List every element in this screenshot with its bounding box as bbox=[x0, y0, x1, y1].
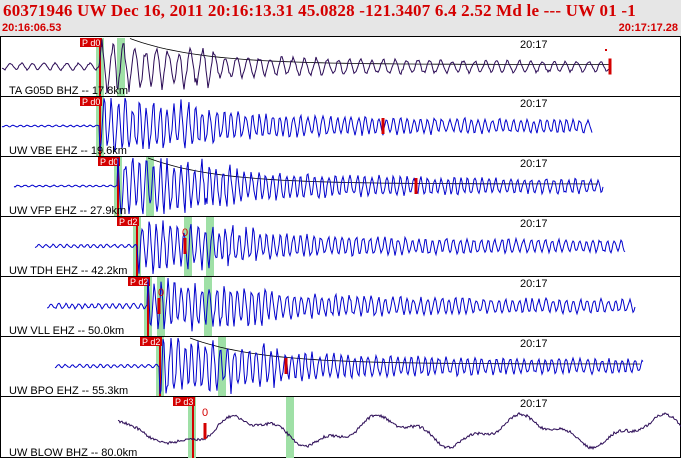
event-header: 60371946 UW Dec 16, 2011 20:16:13.31 45.… bbox=[0, 0, 681, 36]
analysis-window bbox=[184, 217, 192, 276]
waveform-trace bbox=[46, 277, 636, 332]
p-pick-flag bbox=[173, 397, 195, 406]
waveform-trace bbox=[1, 97, 593, 153]
analysis-window bbox=[206, 217, 214, 276]
time-tick-label: 20:17 bbox=[520, 278, 548, 290]
station-label: UW BLOW BHZ -- 80.0km bbox=[9, 447, 137, 458]
station-label: UW BPO EHZ -- 55.3km bbox=[9, 385, 128, 397]
station-label: UW VFP EHZ -- 27.9km bbox=[9, 205, 126, 217]
time-tick-label: 20:17 bbox=[520, 98, 548, 110]
p-pick-flag bbox=[98, 157, 120, 166]
waveform-trace bbox=[1, 39, 611, 94]
p-pick-flag bbox=[80, 38, 102, 47]
waveform-trace bbox=[54, 337, 644, 395]
p-pick-flag bbox=[80, 97, 102, 106]
zero-marker: 0 bbox=[158, 287, 164, 299]
time-tick-label: 20:17 bbox=[520, 158, 548, 170]
event-title: 60371946 UW Dec 16, 2011 20:16:13.31 45.… bbox=[3, 1, 636, 20]
p-pick-label: P d3 bbox=[175, 397, 193, 407]
station-label: TA G05D BHZ -- 17.8km bbox=[9, 85, 128, 97]
p-pick-label: P d0 bbox=[82, 38, 100, 48]
station-label: UW VBE EHZ -- 19.6km bbox=[9, 145, 127, 157]
time-tick-label: 20:17 bbox=[520, 39, 548, 51]
waveform-trace bbox=[117, 412, 681, 450]
analysis-window bbox=[204, 277, 212, 336]
station-label: UW TDH EHZ -- 42.2km bbox=[9, 265, 127, 277]
window-end-time: 20:17:17.28 bbox=[618, 22, 678, 34]
p-pick-label: P d2 bbox=[119, 217, 137, 227]
analysis-window bbox=[146, 157, 154, 216]
p-pick-flag bbox=[140, 337, 162, 346]
station-label: UW VLL EHZ -- 50.0km bbox=[9, 325, 124, 337]
p-pick-label: P d0 bbox=[82, 97, 100, 107]
time-tick-label: 20:17 bbox=[520, 218, 548, 230]
analysis-window bbox=[117, 38, 125, 96]
pick-marker-dot bbox=[605, 49, 607, 51]
window-start-time: 20:16:06.53 bbox=[2, 22, 62, 34]
p-pick-label: P d2 bbox=[130, 277, 148, 287]
time-tick-label: 20:17 bbox=[520, 398, 548, 410]
time-tick-label: 20:17 bbox=[520, 338, 548, 350]
p-pick-flag bbox=[128, 277, 150, 286]
zero-marker: 0 bbox=[182, 227, 188, 239]
p-pick-flag bbox=[117, 217, 139, 226]
analysis-window bbox=[157, 277, 165, 336]
waveform-trace bbox=[34, 220, 626, 275]
p-pick-label: P d2 bbox=[142, 337, 160, 347]
waveform-trace bbox=[13, 157, 604, 215]
zero-marker: 0 bbox=[202, 407, 208, 419]
analysis-window bbox=[286, 397, 294, 458]
p-pick-label: P d0 bbox=[100, 157, 118, 167]
